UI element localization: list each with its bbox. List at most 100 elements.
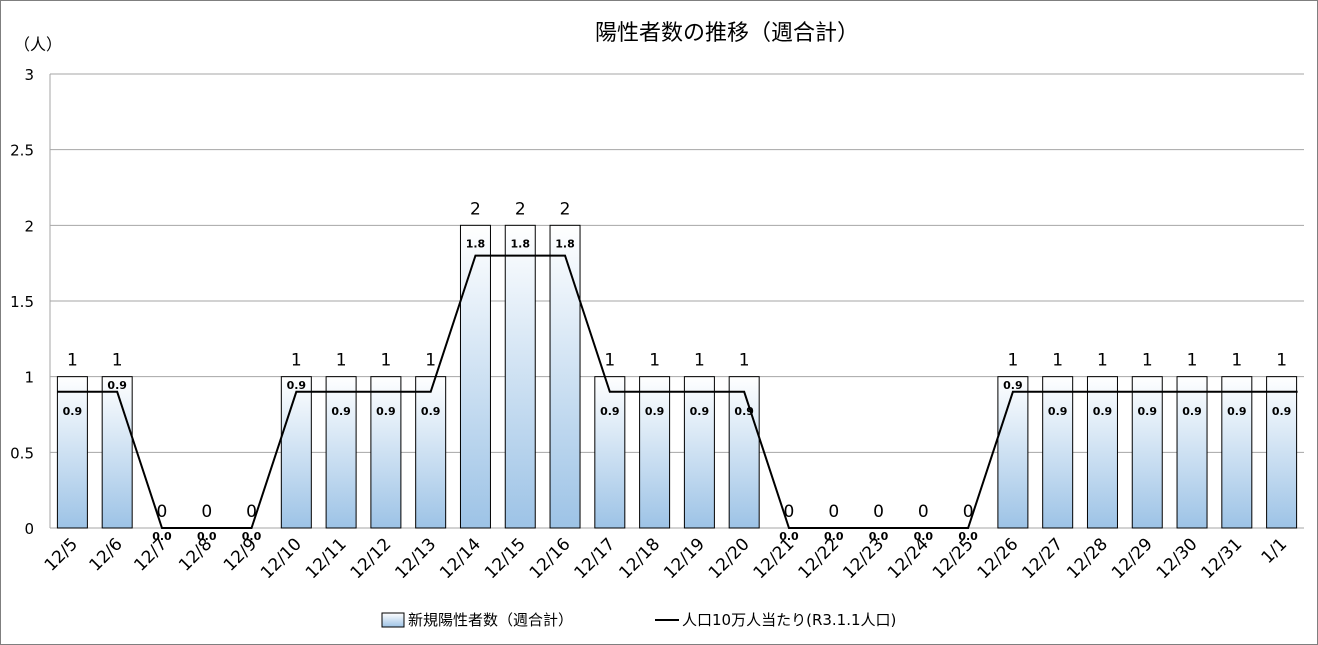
line-value-label: 0.0: [824, 530, 844, 543]
y-tick-label: 2: [24, 217, 34, 235]
series-line: [57, 254, 1298, 529]
bar: [683, 376, 715, 529]
bar-value-label: 1: [1276, 351, 1287, 371]
bar: [280, 376, 312, 529]
line-value-label: 0.9: [287, 379, 307, 392]
line-value-label: 0.0: [914, 530, 934, 543]
line-value-label: 0.9: [1093, 405, 1113, 418]
bar: [325, 376, 357, 529]
bar-value-label: 0: [963, 502, 974, 522]
bar-value-label: 2: [515, 199, 526, 219]
x-axis-ticks: 12/5 12/6 12/7 12/8 12/912/1012/1112/1212/13…: [41, 534, 1291, 583]
x-tick-label: 12/15: [481, 534, 530, 583]
line-value-label: 0.9: [107, 379, 127, 392]
bar: [101, 376, 133, 529]
bar-value-label: 1: [1231, 351, 1242, 371]
y-tick-label: 1: [24, 369, 34, 387]
legend-bar-label: 新規陽性者数（週合計）: [408, 611, 573, 629]
line-value-label: 0.0: [958, 530, 978, 543]
line-value-label: 0.0: [197, 530, 217, 543]
x-tick-label: 12/6: [86, 534, 127, 575]
line-value-label: 0.9: [1182, 405, 1202, 418]
y-tick-label: 3: [24, 66, 34, 84]
line-value-label: 0.9: [600, 405, 620, 418]
bar-value-label: 1: [425, 351, 436, 371]
bar-value-label: 1: [291, 351, 302, 371]
y-unit-label: （人）: [14, 35, 62, 54]
y-tick-label: 2.5: [10, 142, 34, 160]
line-value-label: 1.8: [511, 238, 531, 251]
bar: [1221, 376, 1253, 529]
bar-value-label: 0: [201, 502, 212, 522]
bar-value-label: 0: [918, 502, 929, 522]
bar-value-label: 1: [604, 351, 615, 371]
bar-value-label: 0: [246, 502, 257, 522]
bar-value-label: 0: [157, 502, 168, 522]
bar-value-label: 1: [1187, 351, 1198, 371]
legend-bar-swatch: [381, 612, 405, 628]
x-tick-label: 12/12: [347, 534, 396, 583]
x-tick-label: 12/26: [974, 534, 1023, 583]
line-value-label: 0.9: [421, 405, 441, 418]
x-tick-label: 12/27: [1018, 534, 1067, 583]
bar: [728, 376, 760, 529]
bar-value-label: 2: [560, 199, 571, 219]
line-value-label: 0.9: [645, 405, 665, 418]
line-value-label: 0.0: [242, 530, 262, 543]
x-tick-label: 12/21: [750, 534, 799, 583]
x-tick-label: 12/18: [615, 534, 664, 583]
line-value-label: 0.9: [376, 405, 396, 418]
bar-value-label: 2: [470, 199, 481, 219]
bar-value-label: 1: [380, 351, 391, 371]
line-value-label: 1.8: [466, 238, 486, 251]
x-tick-label: 12/28: [1063, 534, 1112, 583]
bar-value-label: 1: [336, 351, 347, 371]
y-axis-ticks: 0 0.5 1 1.5 2 2.5 3: [10, 66, 34, 538]
bar-value-labels: 1 1 0 0 0 1 1 1 1 2 2 2 1 1 1 1 0 0 0 0 0 1 1 1 1 1 1 1: [67, 199, 1287, 522]
bar: [1086, 376, 1118, 529]
line-value-label: 0.0: [152, 530, 172, 543]
y-tick-label: 0: [24, 520, 34, 538]
x-tick-label: 12/20: [705, 534, 754, 583]
line-value-label: 0.9: [1003, 379, 1023, 392]
legend-line-label: 人口10万人当たり(R3.1.1人口): [682, 611, 896, 629]
x-tick-label: 12/25: [929, 534, 978, 583]
bar: [56, 376, 88, 529]
bar-value-label: 1: [1052, 351, 1063, 371]
bar: [549, 224, 581, 529]
y-tick-label: 0.5: [10, 444, 34, 462]
line-value-label: 0.9: [1138, 405, 1158, 418]
bar: [997, 376, 1029, 529]
x-tick-label: 12/11: [302, 534, 351, 583]
bar-value-label: 1: [67, 351, 78, 371]
bar-value-label: 0: [828, 502, 839, 522]
bar: [1131, 376, 1163, 529]
line-value-label: 0.9: [690, 405, 710, 418]
line-value-label: 0.9: [734, 405, 754, 418]
bar: [1176, 376, 1208, 529]
bar-value-label: 1: [1097, 351, 1108, 371]
line-series: [57, 254, 1298, 529]
bar-value-label: 1: [1142, 351, 1153, 371]
x-tick-label: 12/29: [1108, 534, 1157, 583]
line-value-label: 0.9: [331, 405, 351, 418]
bar-value-label: 1: [739, 351, 750, 371]
x-tick-label: 12/19: [660, 534, 709, 583]
x-tick-label: 12/10: [257, 534, 306, 583]
bar: [594, 376, 626, 529]
x-tick-label: 12/30: [1153, 534, 1202, 583]
line-value-label: 0.9: [1272, 405, 1292, 418]
bar: [1266, 376, 1298, 529]
x-tick-label: 12/17: [571, 534, 620, 583]
bar-value-label: 1: [649, 351, 660, 371]
bar: [415, 376, 447, 529]
line-value-label: 0.9: [63, 405, 83, 418]
line-value-labels: 0.9 0.9 0.0 0.0 0.0 0.9 0.9 0.9 0.9 1.8 1.8 1.8 0.9 0…: [63, 238, 1292, 543]
x-tick-label: 12/16: [526, 534, 575, 583]
x-tick-label: 12/24: [884, 534, 933, 583]
bar-value-label: 0: [873, 502, 884, 522]
bar-value-label: 1: [694, 351, 705, 371]
bar-value-label: 0: [784, 502, 795, 522]
line-value-label: 0.0: [779, 530, 799, 543]
